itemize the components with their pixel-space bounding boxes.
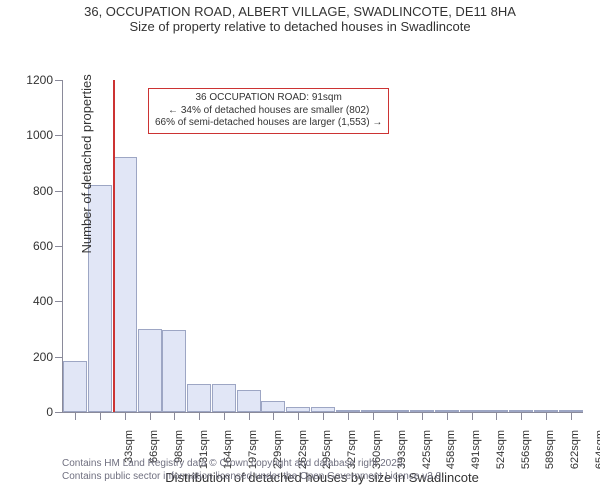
property-marker-line bbox=[113, 80, 115, 412]
x-tick bbox=[422, 412, 423, 420]
x-tick bbox=[224, 412, 225, 420]
annotation-line: ← 34% of detached houses are smaller (80… bbox=[155, 105, 382, 118]
histogram-bar bbox=[162, 330, 186, 412]
x-tick bbox=[348, 412, 349, 420]
y-axis-title: Number of detached properties bbox=[79, 74, 94, 253]
y-tick-label: 1000 bbox=[26, 128, 53, 142]
title-line-2: Size of property relative to detached ho… bbox=[0, 19, 600, 34]
title-line-1: 36, OCCUPATION ROAD, ALBERT VILLAGE, SWA… bbox=[0, 0, 600, 19]
y-tick-label: 400 bbox=[33, 294, 53, 308]
x-tick bbox=[546, 412, 547, 420]
x-tick bbox=[373, 412, 374, 420]
x-tick bbox=[472, 412, 473, 420]
x-tick bbox=[571, 412, 572, 420]
y-tick-label: 200 bbox=[33, 350, 53, 364]
histogram-bar bbox=[187, 384, 211, 412]
x-tick bbox=[100, 412, 101, 420]
y-tick bbox=[55, 135, 63, 136]
x-tick bbox=[397, 412, 398, 420]
annotation-box: 36 OCCUPATION ROAD: 91sqm← 34% of detach… bbox=[148, 88, 389, 134]
histogram-bar bbox=[63, 361, 87, 412]
y-tick bbox=[55, 412, 63, 413]
y-tick-label: 1200 bbox=[26, 73, 53, 87]
y-tick bbox=[55, 301, 63, 302]
histogram-bar bbox=[237, 390, 261, 412]
histogram-bar bbox=[113, 157, 137, 412]
y-tick bbox=[55, 246, 63, 247]
credits-line-2: Contains public sector information licen… bbox=[62, 471, 444, 484]
x-tick bbox=[75, 412, 76, 420]
x-tick bbox=[447, 412, 448, 420]
x-tick bbox=[150, 412, 151, 420]
y-tick bbox=[55, 357, 63, 358]
plot-area: 02004006008001000120033sqm66sqm98sqm131s… bbox=[62, 80, 583, 413]
x-tick bbox=[323, 412, 324, 420]
histogram-bar bbox=[261, 401, 285, 412]
annotation-line: 66% of semi-detached houses are larger (… bbox=[155, 117, 382, 130]
y-tick-label: 600 bbox=[33, 239, 53, 253]
y-tick bbox=[55, 80, 63, 81]
x-tick bbox=[174, 412, 175, 420]
x-tick bbox=[496, 412, 497, 420]
x-tick bbox=[249, 412, 250, 420]
histogram-bar bbox=[212, 384, 236, 412]
y-tick-label: 800 bbox=[33, 184, 53, 198]
x-tick bbox=[199, 412, 200, 420]
y-tick bbox=[55, 191, 63, 192]
x-tick bbox=[298, 412, 299, 420]
x-tick bbox=[125, 412, 126, 420]
y-tick-label: 0 bbox=[46, 405, 53, 419]
credits: Contains HM Land Registry data © Crown c… bbox=[62, 458, 444, 483]
x-tick-label: 654sqm bbox=[594, 430, 600, 490]
x-tick bbox=[521, 412, 522, 420]
annotation-line: 36 OCCUPATION ROAD: 91sqm bbox=[155, 92, 382, 105]
credits-line-1: Contains HM Land Registry data © Crown c… bbox=[62, 458, 444, 471]
histogram-bar bbox=[138, 329, 162, 412]
x-tick bbox=[273, 412, 274, 420]
